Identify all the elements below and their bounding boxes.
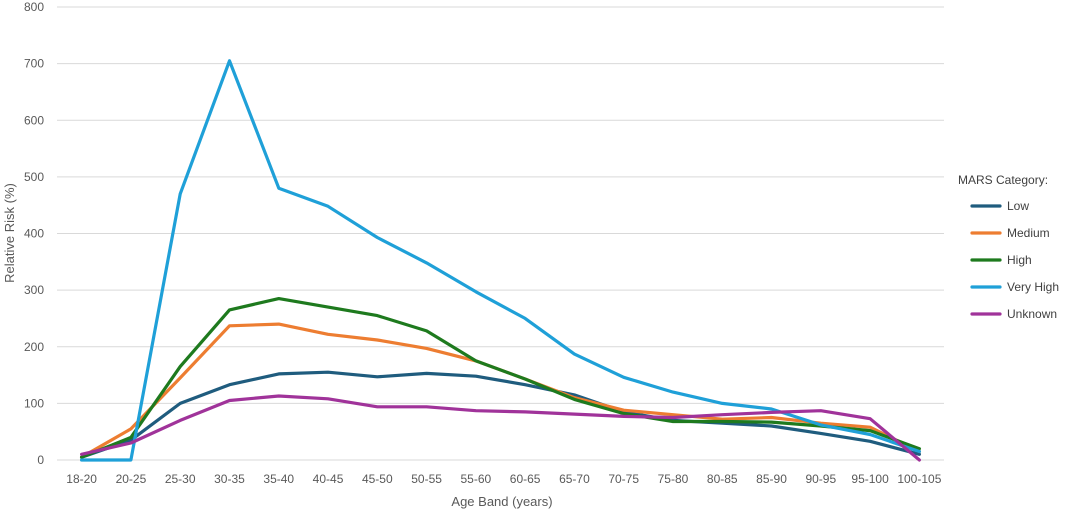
- series-line-unknown: [79, 394, 922, 462]
- legend-label: Unknown: [1007, 307, 1057, 321]
- y-axis-title: Relative Risk (%): [2, 183, 17, 283]
- y-tick-label: 400: [24, 227, 44, 241]
- legend-items: Low Medium High Very High Unknown: [970, 199, 1059, 321]
- legend-item: Very High: [970, 280, 1059, 294]
- series-lines: [79, 59, 922, 462]
- x-tick-label: 65-70: [559, 472, 590, 486]
- x-tick-label: 18-20: [66, 472, 97, 486]
- x-tick-label: 55-60: [461, 472, 492, 486]
- x-axis-title: Age Band (years): [451, 494, 552, 509]
- series-line-high: [79, 297, 922, 459]
- legend-label: Medium: [1007, 226, 1050, 240]
- x-tick-label: 80-85: [707, 472, 738, 486]
- y-tick-label: 200: [24, 340, 44, 354]
- x-axis-ticks: 18-20 20-25 25-30 30-35 35-40 40-45 45-50 50-55…: [66, 472, 941, 486]
- x-tick-label: 25-30: [165, 472, 196, 486]
- legend-label: Very High: [1007, 280, 1059, 294]
- legend-title: MARS Category:: [958, 173, 1048, 187]
- series-line-medium: [79, 322, 922, 459]
- x-tick-label: 90-95: [805, 472, 836, 486]
- x-tick-label: 100-105: [897, 472, 941, 486]
- series-line-low: [79, 370, 922, 459]
- x-tick-label: 40-45: [313, 472, 344, 486]
- y-tick-label: 500: [24, 170, 44, 184]
- gridlines: [57, 6, 944, 461]
- x-tick-label: 85-90: [756, 472, 787, 486]
- legend-label: Low: [1007, 199, 1029, 213]
- legend-item: Low: [970, 199, 1029, 213]
- x-tick-label: 35-40: [263, 472, 294, 486]
- x-tick-label: 45-50: [362, 472, 393, 486]
- legend-item: Medium: [970, 226, 1050, 240]
- y-tick-label: 100: [24, 396, 44, 410]
- x-tick-label: 70-75: [608, 472, 639, 486]
- x-tick-label: 30-35: [214, 472, 245, 486]
- x-tick-label: 75-80: [658, 472, 689, 486]
- legend-label: High: [1007, 253, 1032, 267]
- y-axis-ticks: 0 100 200 300 400 500 600 700 800: [24, 0, 44, 467]
- x-tick-label: 50-55: [411, 472, 442, 486]
- y-tick-label: 300: [24, 283, 44, 297]
- legend: MARS Category: Low Medium High Very High Unk…: [958, 173, 1059, 321]
- y-tick-label: 600: [24, 113, 44, 127]
- y-tick-label: 0: [37, 453, 44, 467]
- x-tick-label: 95-100: [851, 472, 889, 486]
- x-tick-label: 60-65: [510, 472, 541, 486]
- legend-item: Unknown: [970, 307, 1057, 321]
- y-tick-label: 700: [24, 57, 44, 71]
- y-tick-label: 800: [24, 0, 44, 14]
- x-tick-label: 20-25: [116, 472, 147, 486]
- legend-item: High: [970, 253, 1032, 267]
